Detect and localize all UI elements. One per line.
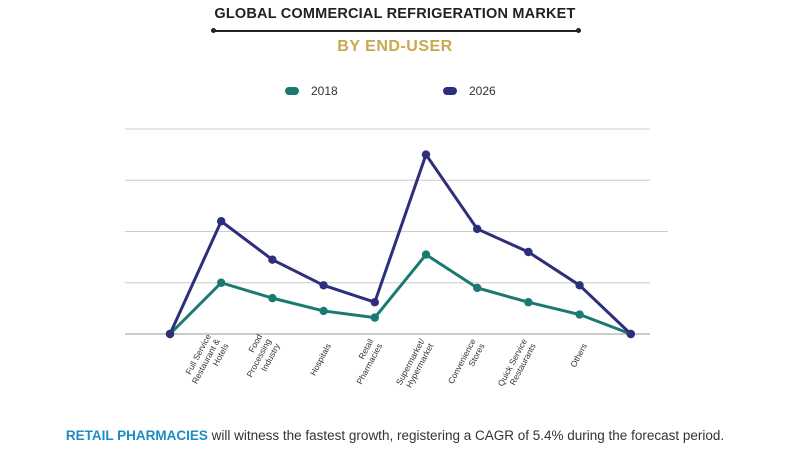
divider-dot-left xyxy=(211,28,216,33)
x-tick-label-line: Others xyxy=(568,342,589,369)
legend-item-2018: 2018 xyxy=(285,83,338,99)
data-point-2026 xyxy=(268,255,277,264)
x-tick-label: Full ServiceRestaurant &Hotels xyxy=(181,332,231,390)
legend-swatch-2018 xyxy=(285,87,299,95)
data-point-2026 xyxy=(626,329,635,339)
x-tick-label-line: Hospitals xyxy=(308,342,333,378)
data-point-2018 xyxy=(524,298,533,307)
x-tick-label: Others xyxy=(568,342,589,369)
data-point-2026 xyxy=(473,224,482,234)
x-tick-label: Quick ServiceRestaurants xyxy=(496,337,538,393)
divider-dot-right xyxy=(576,28,581,33)
caption-highlight: RETAIL PHARMACIES xyxy=(65,428,208,443)
x-tick-label: FoodProcessingIndustry xyxy=(236,332,283,384)
data-point-2026 xyxy=(421,150,431,159)
data-point-2018 xyxy=(473,283,482,293)
data-point-2026 xyxy=(370,298,379,307)
data-point-2018 xyxy=(370,313,379,322)
data-point-2018 xyxy=(319,306,328,316)
x-tick-label: RetailPharmacies xyxy=(345,337,384,386)
data-point-2026 xyxy=(165,329,175,339)
data-point-2018 xyxy=(217,278,226,287)
title-divider xyxy=(213,30,578,32)
data-point-2026 xyxy=(319,281,328,290)
chart-subtitle: BY END-USER xyxy=(337,38,453,55)
legend-item-2026: 2026 xyxy=(443,83,496,99)
data-point-2026 xyxy=(575,281,584,290)
series-line-2026 xyxy=(168,153,632,336)
data-point-2018 xyxy=(421,250,431,259)
data-point-2018 xyxy=(268,293,277,303)
x-tick-label: Supermarket/Hypermarket xyxy=(394,336,436,391)
x-tick-label: Hospitals xyxy=(308,342,333,378)
chart-caption: RETAIL PHARMACIES will witness the faste… xyxy=(0,428,790,443)
legend-label-2018: 2018 xyxy=(311,84,338,98)
chart-title: GLOBAL COMMERCIAL REFRIGERATION MARKET xyxy=(214,6,576,22)
legend-swatch-2026 xyxy=(443,87,457,95)
data-point-2026 xyxy=(217,217,226,226)
legend-label-2026: 2026 xyxy=(469,84,496,98)
data-point-2018 xyxy=(575,310,584,319)
series-line-2018 xyxy=(168,253,632,336)
x-tick-label: ConvenienceStores xyxy=(446,337,487,390)
data-point-2026 xyxy=(524,247,533,257)
line-chart: Full ServiceRestaurant &Hotels FoodProces… xyxy=(125,128,668,393)
caption-text: will witness the fastest growth, registe… xyxy=(207,428,725,443)
